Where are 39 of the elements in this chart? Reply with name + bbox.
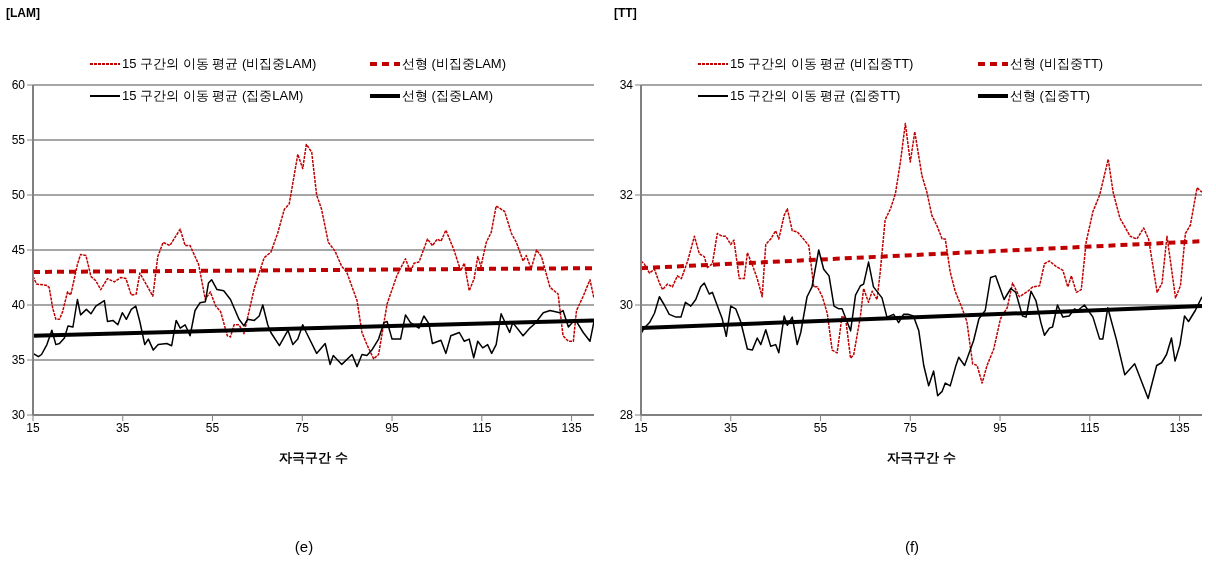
legend-label: 선형 (집중LAM) [402, 87, 493, 105]
x-tick-label: 75 [903, 420, 918, 435]
text: (e) [293, 538, 315, 555]
y-axis-title: [TT] [614, 6, 637, 20]
x-axis-title: 자극구간 수 [279, 450, 348, 465]
legend-label: 선형 (비집중TT) [1010, 55, 1104, 73]
y-tick-label: 55 [11, 133, 26, 148]
text: (f) [903, 538, 921, 555]
x-tick-label: 35 [116, 420, 130, 435]
y-tick-label: 45 [11, 243, 26, 258]
y-tick-label: 28 [619, 408, 634, 423]
x-tick-label: 135 [1169, 420, 1190, 435]
y-tick-label: 30 [619, 298, 634, 313]
x-tick-label: 35 [724, 420, 738, 435]
y-tick-label: 40 [11, 298, 26, 313]
y-tick-label: 35 [11, 353, 26, 368]
x-tick-label: 115 [472, 420, 492, 435]
x-tick-label: 55 [813, 420, 828, 435]
x-tick-label: 55 [205, 420, 220, 435]
x-tick-label: 75 [295, 420, 310, 435]
legend-label: 15 구간의 이동 평균 (비집중LAM) [122, 55, 317, 73]
x-tick-label: 95 [385, 420, 400, 435]
y-tick-label: 30 [11, 408, 26, 423]
legend-label: 선형 (비집중LAM) [402, 55, 506, 73]
legend-label: 15 구간의 이동 평균 (집중LAM) [122, 87, 304, 105]
legend-label: 15 구간의 이동 평균 (비집중TT) [730, 55, 914, 73]
x-axis-title: 자극구간 수 [887, 450, 956, 465]
y-tick-label: 32 [619, 188, 634, 203]
x-tick-label: 95 [993, 420, 1008, 435]
x-tick-label: 115 [1080, 420, 1100, 435]
x-tick-label: 135 [561, 420, 582, 435]
legend-label: 선형 (집중TT) [1010, 87, 1091, 105]
y-axis-title: [LAM] [6, 6, 40, 20]
y-tick-label: 34 [619, 78, 634, 93]
y-tick-label: 60 [11, 78, 26, 93]
x-tick-label: 15 [634, 420, 648, 435]
legend-label: 15 구간의 이동 평균 (집중TT) [730, 87, 901, 105]
y-tick-label: 50 [11, 188, 26, 203]
x-tick-label: 15 [26, 420, 40, 435]
